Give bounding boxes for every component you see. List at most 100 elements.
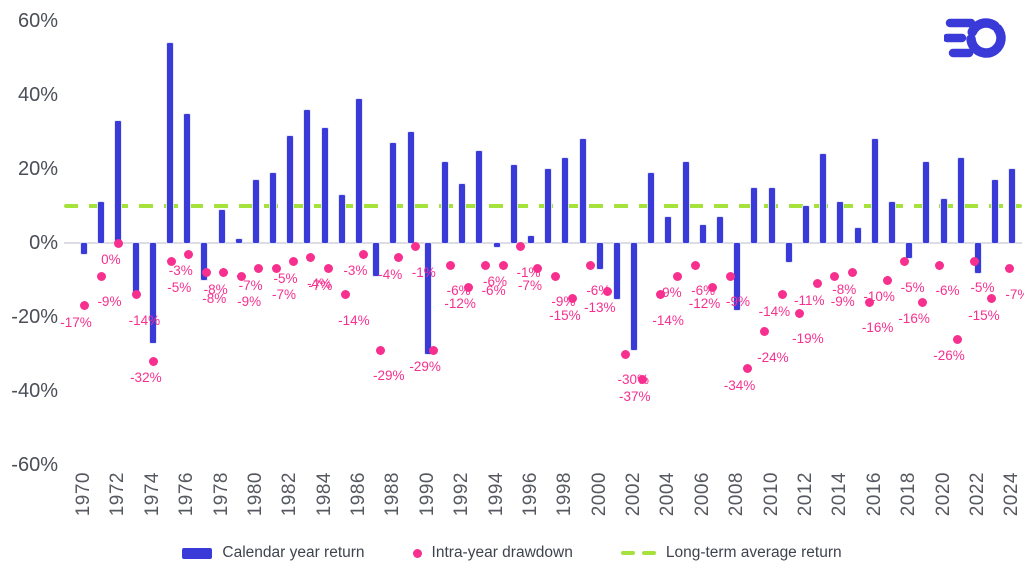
bar-2017 [888, 202, 895, 243]
drawdown-dot-2018 [917, 297, 927, 307]
drawdown-dot-1975 [166, 257, 176, 266]
bar-2010 [768, 187, 775, 243]
bar-2012 [802, 206, 809, 243]
drawdown-label-1971: -9% [97, 294, 122, 310]
drawdown-label-2020: -26% [933, 348, 965, 364]
drawdown-dot-1994 [498, 260, 508, 270]
bar-2011 [785, 243, 792, 262]
drawdown-label-2006: -12% [688, 296, 721, 312]
bar-1998 [562, 157, 569, 243]
bar-1983 [304, 109, 311, 243]
bar-1992 [459, 183, 466, 243]
drawdown-label-1986: -3% [343, 263, 368, 279]
drawdown-label-2002: -37% [618, 388, 651, 404]
legend-label: Intra-year drawdown [431, 544, 573, 561]
bar-1994 [493, 243, 500, 247]
drawdown-dot-1974 [149, 356, 159, 366]
bar-1978 [218, 209, 225, 243]
drawdown-label-2007: -9% [726, 294, 751, 310]
drawdown-dot-2020 [952, 334, 962, 344]
bar-1973 [132, 243, 139, 295]
drawdown-dot-2014 [847, 268, 857, 278]
drawdown-label-1973: -14% [128, 312, 161, 328]
drawdown-label-1972: 0% [101, 252, 121, 267]
drawdown-label-1979: -9% [237, 294, 262, 310]
bar-1980 [252, 180, 259, 243]
drawdown-label-1981: -7% [272, 286, 297, 302]
drawdown-label-1990: -29% [409, 359, 441, 375]
drawdown-dot-2002 [638, 375, 648, 385]
x-tick-2002: 2002 [623, 472, 645, 517]
legend-label: Calendar year return [222, 544, 365, 561]
drawdown-dot-2010 [777, 290, 787, 300]
drawdown-label-1987: -29% [373, 368, 405, 384]
x-tick-2004: 2004 [657, 472, 679, 517]
drawdown-dot-2012 [812, 279, 822, 289]
drawdown-dot-2000 [603, 286, 613, 296]
drawdown-label-1989: -1% [411, 264, 436, 280]
bar-1993 [476, 150, 483, 243]
drawdown-dot-1973 [131, 290, 141, 300]
x-tick-2012: 2012 [794, 472, 816, 517]
bar-2005 [682, 161, 689, 243]
bar-2003 [648, 172, 655, 243]
drawdown-dot-1993 [481, 260, 491, 270]
drawdown-dot-2019 [935, 260, 945, 270]
x-tick-1994: 1994 [485, 472, 507, 517]
drawdown-label-1974: -32% [130, 370, 162, 386]
drawdown-dot-1991 [446, 260, 456, 270]
bar-2000 [596, 243, 603, 269]
bar-2013 [820, 154, 827, 243]
bar-2002 [631, 243, 638, 351]
bar-2020 [940, 198, 947, 243]
drawdown-label-2013: -9% [830, 294, 855, 310]
drawdown-label-2015: -16% [861, 320, 894, 336]
drawdown-label-1976: -3% [168, 263, 193, 279]
bar-1974 [149, 243, 156, 343]
bar-2009 [751, 187, 758, 243]
x-tick-1982: 1982 [279, 472, 301, 517]
y-tick-20: 20% [17, 158, 58, 180]
bar-1999 [579, 139, 586, 243]
drawdown-dot-1998 [568, 294, 578, 303]
drawdown-label-2021: -5% [970, 279, 995, 295]
x-tick-2008: 2008 [726, 472, 748, 517]
x-tick-1972: 1972 [107, 472, 129, 517]
bar-1995 [510, 165, 517, 243]
x-tick-1990: 1990 [416, 472, 438, 517]
drawdown-dot-2009 [760, 327, 770, 337]
bar-2023 [992, 180, 999, 243]
drawdown-dot-2005 [690, 260, 700, 270]
x-tick-1974: 1974 [141, 472, 163, 517]
drawdown-label-1994: -6% [483, 274, 508, 290]
drawdown-dot-1982 [289, 257, 299, 266]
drawdown-label-1975: -5% [167, 279, 192, 295]
legend-item-calendar-return: Calendar year return [182, 544, 365, 562]
drawdown-label-1984: -7% [308, 277, 333, 293]
drawdown-dot-2007 [725, 271, 735, 281]
x-tick-2010: 2010 [760, 472, 782, 517]
drawdown-label-2019: -6% [935, 283, 960, 299]
drawdown-dot-2017 [900, 257, 910, 266]
bar-1990 [424, 243, 431, 354]
bar-2019 [923, 161, 930, 243]
bar-2014 [837, 202, 844, 243]
drawdown-dot-1976 [184, 249, 194, 259]
bar-1979 [235, 239, 242, 243]
bar-1972 [115, 120, 122, 243]
drawdown-label-1985: -14% [338, 312, 370, 328]
drawdown-dot-1983 [306, 253, 316, 263]
drawdown-label-1978: -8% [203, 281, 228, 297]
drawdown-dot-2022 [987, 294, 997, 303]
chart-legend: Calendar year return Intra-year drawdown… [0, 541, 1024, 565]
bar-1975 [166, 43, 173, 243]
drawdown-dot-2011 [795, 308, 805, 318]
x-tick-2024: 2024 [1001, 472, 1023, 517]
y-tick--20: -20% [11, 306, 58, 328]
bar-1996 [527, 235, 534, 243]
bar-1970 [81, 243, 87, 255]
drawdown-dot-1971 [96, 271, 106, 281]
dash-swatch-icon [620, 551, 656, 555]
drawdown-dot-1984 [323, 264, 333, 274]
bar-1977 [201, 243, 208, 280]
